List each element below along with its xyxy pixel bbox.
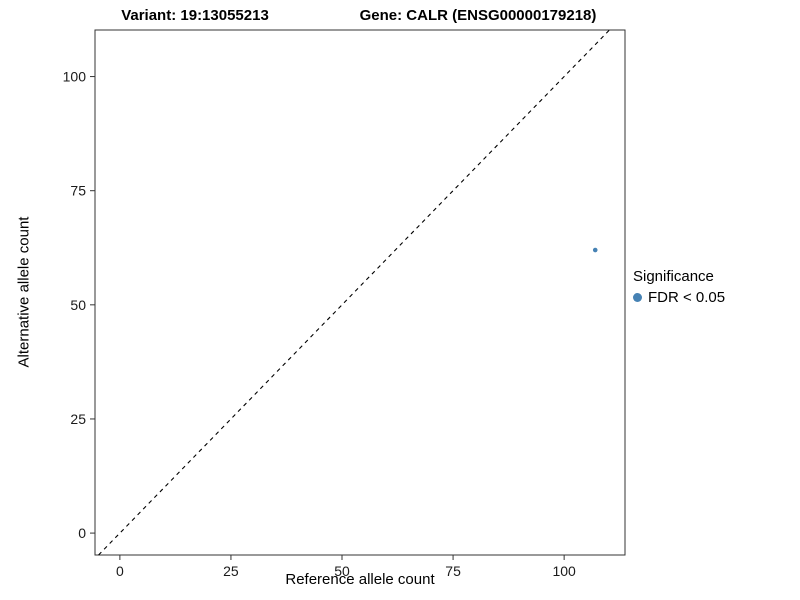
- x-tick-label: 75: [445, 563, 461, 579]
- x-tick-label: 25: [223, 563, 239, 579]
- legend: Significance FDR < 0.05: [633, 268, 725, 306]
- y-tick-label: 75: [70, 183, 86, 199]
- panel-border: [94, 29, 626, 556]
- x-axis-label: Reference allele count: [285, 571, 435, 588]
- y-tick-label: 100: [63, 69, 87, 85]
- y-tick-label: 50: [70, 297, 86, 313]
- legend-entry-label: FDR < 0.05: [648, 289, 726, 306]
- data-point: [592, 247, 598, 253]
- x-tick-label: 50: [334, 563, 350, 579]
- x-tick-label: 0: [116, 563, 124, 579]
- legend-point-icon: [633, 293, 642, 302]
- legend-entry: FDR < 0.05: [633, 289, 725, 306]
- legend-title: Significance: [633, 268, 714, 285]
- y-tick-label: 0: [78, 525, 86, 541]
- gene-title: Gene: CALR (ENSG00000179218): [359, 7, 597, 24]
- y-tick-label: 25: [70, 411, 86, 427]
- variant-title: Variant: 19:13055213: [121, 7, 269, 24]
- identity-line: [98, 29, 610, 556]
- x-tick-label: 100: [552, 563, 576, 579]
